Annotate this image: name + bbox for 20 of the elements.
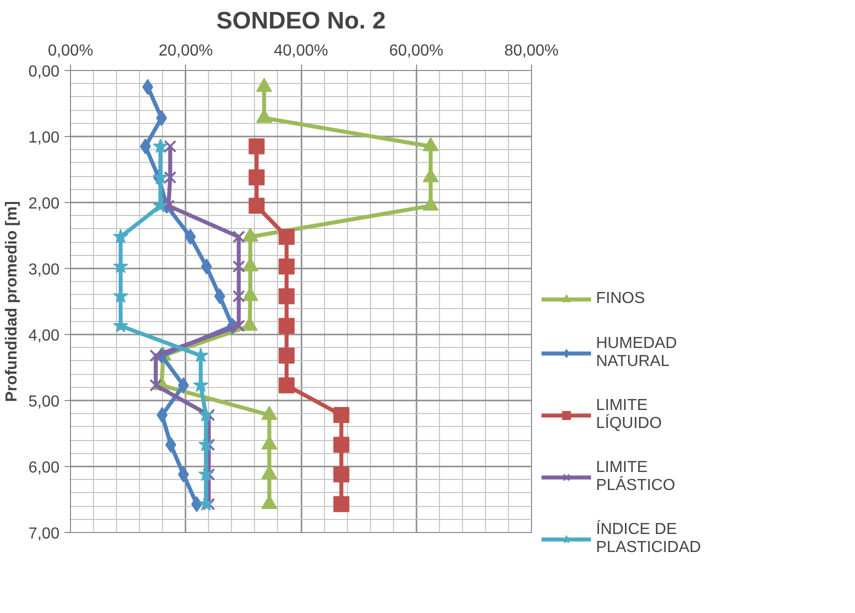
x-tick-label: 40,00% [274,42,328,60]
chart-title: SONDEO No. 2 [216,8,386,34]
y-tick-label: 0,00 [28,64,60,80]
legend-label: LIMITE LÍQUIDO [596,397,662,433]
y-tick-label: 4,00 [28,328,60,344]
legend-label: LIMITE PLÁSTICO [596,459,676,495]
y-tick-label: 7,00 [28,526,60,542]
y-tick-label: 6,00 [28,460,60,476]
legend-label: FINOS [596,289,645,309]
legend-label: ÍNDICE DE PLASTICIDAD [596,521,701,557]
y-tick-label: 3,00 [28,262,60,278]
y-tick-label: 5,00 [28,394,60,410]
y-axis-title: Profundidad promedio [m] [3,201,20,402]
legend-label: HUMEDAD NATURAL [596,335,677,371]
x-tick-label: 80,00% [504,42,559,60]
y-tick-label: 1,00 [28,130,60,146]
x-tick-label: 0,00% [48,42,94,60]
y-tick-label: 2,00 [28,196,60,212]
x-tick-label: 60,00% [389,42,444,60]
x-tick-label: 20,00% [158,42,213,60]
